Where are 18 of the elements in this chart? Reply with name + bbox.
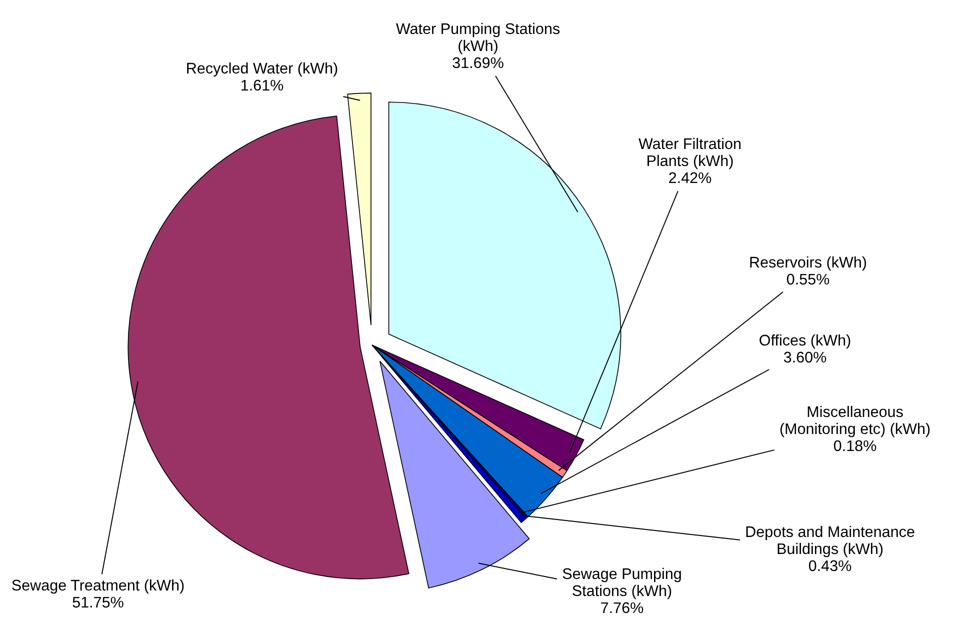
slice-label: Depots and Maintenance Buildings (kWh) xyxy=(746,526,914,558)
data-label: 2.42% xyxy=(669,172,712,184)
slice-label: Offices (kWh) xyxy=(760,334,850,349)
data-label: 0.43% xyxy=(808,560,852,572)
slice-label: Water Pumping Stations (kWh) xyxy=(396,22,560,54)
data-label: 51.75% xyxy=(72,596,124,608)
data-label: 0.18% xyxy=(834,440,876,452)
data-label: 31.69% xyxy=(452,57,504,68)
slice-label: Sewage Pumping Stations (kWh) xyxy=(562,568,681,600)
slice-label: Reservoirs (kWh) xyxy=(750,256,866,271)
slice-label: Water Filtration Plants (kWh) xyxy=(638,138,741,170)
data-label: 3.60% xyxy=(784,352,826,363)
slice-label: Recycled Water (kWh) xyxy=(187,62,338,77)
data-label: 1.61% xyxy=(242,80,284,91)
slice-label: Miscellaneous (Monitoring etc) (kWh) xyxy=(780,406,930,438)
slice-label: Sewage Treatment (kWh) xyxy=(12,579,184,594)
data-label: 0.55% xyxy=(786,274,830,285)
data-label: 7.76% xyxy=(601,602,644,614)
